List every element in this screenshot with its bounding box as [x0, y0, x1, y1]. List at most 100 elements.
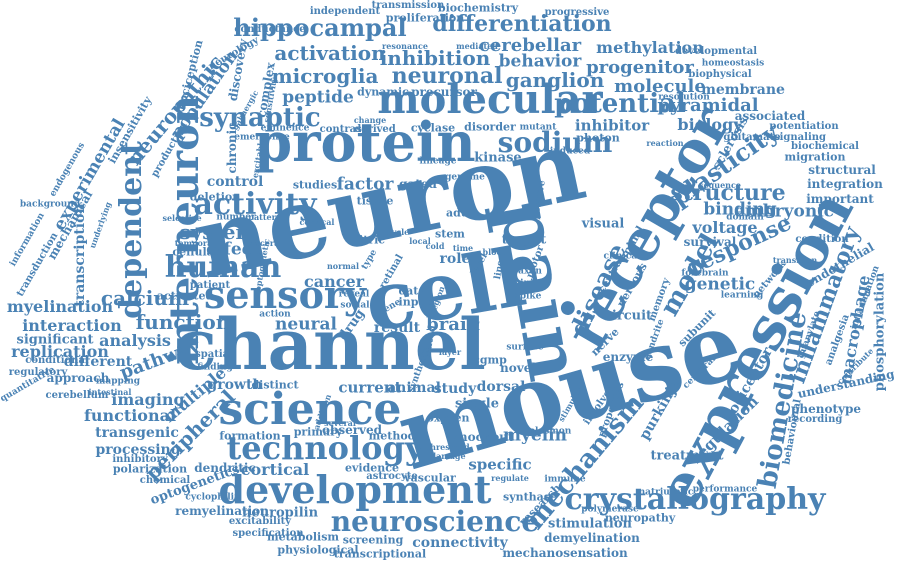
cloud-word: photon [576, 131, 620, 145]
cloud-word: migration [784, 150, 846, 164]
cloud-word: molecule [614, 76, 706, 97]
cloud-word: synaptic [199, 103, 321, 133]
cloud-word: control [206, 174, 264, 190]
cloud-word: binding [703, 199, 777, 220]
cloud-word: temporal [174, 238, 216, 248]
cloud-word: study [433, 381, 477, 397]
cloud-word: stem [435, 227, 465, 241]
cloud-word: associated [734, 109, 806, 123]
cloud-word: change [353, 115, 387, 125]
cloud-word: neural [275, 314, 337, 335]
cloud-word: structure [670, 180, 786, 206]
cloud-word: interaction [22, 316, 122, 335]
cloud-word: knockout [450, 430, 514, 444]
cloud-word: result [373, 320, 421, 336]
cloud-word: plasmon [528, 426, 572, 437]
cloud-word: domain [726, 212, 764, 223]
cloud-word: forebrain [681, 268, 729, 279]
cloud-word: neuroscience [330, 505, 540, 538]
cloud-word: mapping [95, 376, 141, 387]
cloud-word: performance [692, 484, 758, 495]
cloud-word: integration [807, 177, 883, 191]
cloud-word: conductance [234, 24, 306, 35]
cloud-word: lineage [419, 156, 457, 167]
cloud-word: cyclophilin [185, 492, 241, 503]
cloud-word: channel [174, 303, 486, 386]
cloud-word: biochemical [791, 141, 859, 152]
cloud-word: potentiation [769, 121, 839, 132]
cloud-word: axon [518, 266, 542, 277]
cloud-word: deletion [189, 190, 241, 204]
cloud-word: crystallography [564, 482, 826, 517]
cloud-word: observed [321, 423, 383, 437]
cloud-word: sodium [497, 126, 613, 159]
cloud-word: damage [430, 451, 466, 461]
cloud-word: data [398, 284, 426, 298]
cloud-word: phenotype [790, 402, 862, 416]
cloud-word: dynamic [357, 85, 409, 99]
cloud-word: blood [482, 247, 508, 257]
cloud-word: ganglion [505, 68, 605, 92]
cloud-word: cyclase [410, 121, 456, 135]
cloud-word: finding [197, 362, 233, 373]
cloud-word: kinase [474, 150, 522, 166]
cloud-word: enzyme [602, 350, 654, 364]
cloud-word: formation [219, 429, 281, 443]
cloud-word: normal [326, 261, 360, 271]
cloud-word: physiological [277, 543, 359, 557]
cloud-word: background [19, 199, 81, 210]
cloud-word: threshold [426, 442, 470, 452]
cloud-word: glutamate [723, 132, 781, 143]
cloud-word: visceral [247, 238, 283, 248]
cloud-word: cgmp [473, 353, 507, 367]
cloud-word: genome [445, 172, 485, 183]
cloud-word: sensory [203, 272, 367, 317]
cloud-word: inhibition [379, 46, 491, 70]
cloud-word: independent [309, 6, 381, 17]
cloud-word: methylation [596, 38, 704, 57]
cloud-word: approach [46, 371, 110, 385]
cloud-word: learning [720, 290, 764, 301]
cloud-word: system [179, 220, 257, 244]
cloud-word: disorder [464, 120, 516, 134]
cloud-word: activated [156, 289, 214, 303]
cloud-word: selective [162, 213, 202, 223]
cloud-word: inhibitor [574, 116, 650, 135]
cloud-word: contrast [319, 124, 367, 135]
cloud-word: number [216, 212, 256, 223]
cloud-word: current [338, 378, 402, 397]
cloud-word: spatial [195, 349, 233, 360]
cloud-word: brain [426, 314, 480, 335]
cloud-word: hippocampal [233, 13, 407, 42]
cloud-word: stimulation [548, 516, 632, 532]
cloud-word: emergence [234, 132, 290, 143]
cloud-word: target [501, 232, 547, 248]
cloud-word: technology [226, 429, 424, 467]
cloud-word: function [135, 310, 231, 334]
cloud-word: method [368, 429, 416, 443]
cloud-word: growth [207, 377, 263, 393]
cloud-word: precursor [411, 85, 477, 99]
cloud-word: biophysical [688, 69, 752, 80]
cloud-word: effect [206, 239, 260, 260]
cloud-word: important [806, 192, 874, 206]
cloud-word: myelin [503, 425, 567, 446]
cloud-word: clinical [603, 251, 641, 262]
cloud-word: cortical [240, 460, 310, 479]
cloud-word: survival [683, 235, 737, 249]
cloud-word: peptide [282, 87, 354, 108]
cloud-word: action [259, 309, 291, 320]
cloud-word: specification [232, 528, 304, 539]
cloud-word: mutant [519, 122, 557, 133]
cloud-word: factor [336, 174, 394, 195]
cloud-word: local [409, 236, 431, 246]
cloud-word: protein [254, 110, 476, 174]
cloud-word: transcriptional [333, 547, 427, 561]
cloud-word: chemical [139, 475, 191, 486]
cloud-word: social [340, 300, 370, 311]
cloud-word: cerebellar [478, 35, 582, 56]
cloud-word: underlying [86, 200, 114, 250]
cloud-word: astrocyte [366, 471, 418, 482]
cloud-word: specific [468, 455, 532, 474]
cloud-word: progenitor [586, 57, 694, 78]
